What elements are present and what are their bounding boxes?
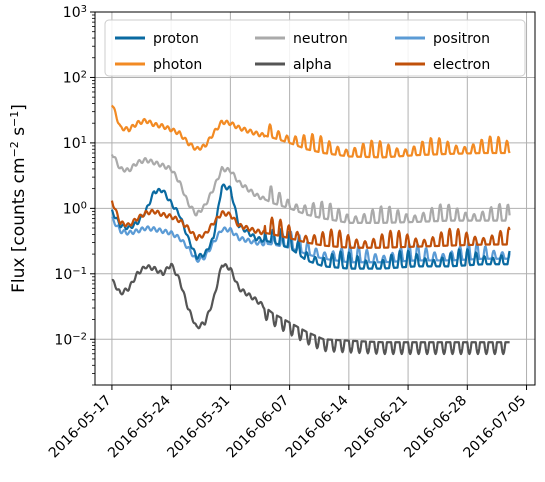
legend: proton neutron positron photon alpha electron [104, 19, 526, 77]
y-axis-label-main: Flux [counts cm [9, 157, 29, 293]
legend-box [104, 19, 526, 77]
y-axis-label-mid: s [9, 127, 29, 141]
y-tick-label: 103 [63, 4, 87, 22]
x-tick-label: 2016-06-28 [401, 393, 470, 462]
series-line-alpha [111, 262, 511, 356]
y-axis-label-exp2: −1 [8, 111, 21, 127]
y-tick-label: 100 [63, 200, 87, 218]
legend-label-neutron: neutron [293, 31, 348, 47]
x-tick-label: 2016-06-21 [342, 393, 411, 462]
y-tick-label: 101 [63, 134, 87, 152]
y-tick-label: 10−1 [54, 265, 87, 283]
y-tick-label: 102 [63, 69, 87, 87]
y-axis-label-exp1: −2 [8, 141, 21, 157]
x-tick-label: 2016-07-05 [461, 393, 530, 462]
legend-label-photon: photon [153, 57, 202, 73]
x-tick-label: 2016-06-14 [283, 392, 352, 461]
legend-label-positron: positron [433, 31, 490, 47]
x-tick-label: 2016-05-17 [46, 393, 115, 462]
x-axis-ticks: 2016-05-172016-05-242016-05-312016-06-07… [46, 385, 529, 461]
series-line-photon [110, 104, 511, 159]
legend-label-alpha: alpha [293, 57, 332, 73]
x-tick-label: 2016-05-24 [105, 392, 174, 461]
x-tick-label: 2016-05-31 [164, 393, 233, 462]
series-line-electron [110, 200, 511, 249]
y-tick-label: 10−2 [54, 331, 87, 349]
series-line-positron [111, 216, 511, 264]
y-axis-ticks: 10−2 10−1 100 101 102 103 [54, 4, 95, 386]
series-line-neutron [110, 154, 511, 224]
plot-frame [94, 11, 536, 386]
x-tick-label: 2016-06-07 [224, 393, 293, 462]
y-axis-label-end: ] [9, 104, 29, 111]
series-line-proton [110, 183, 511, 270]
legend-label-electron: electron [433, 57, 490, 73]
series-layer [110, 104, 511, 356]
y-axis-label: Flux [counts cm−2 s−1] [8, 104, 30, 293]
legend-label-proton: proton [153, 31, 199, 47]
